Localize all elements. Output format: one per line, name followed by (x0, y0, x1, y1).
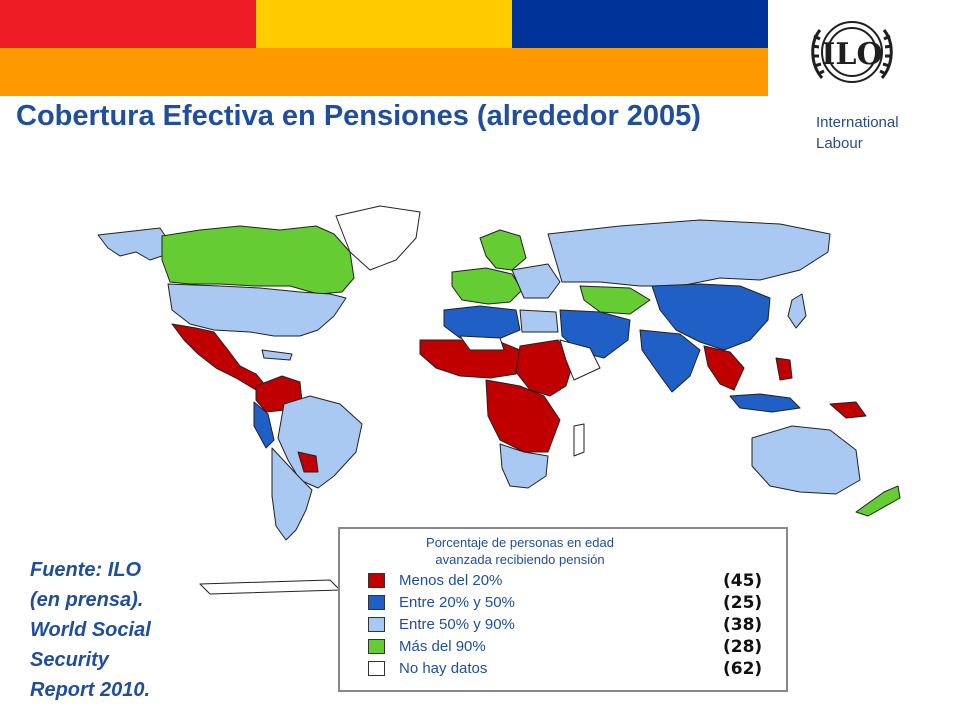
source-line1: Fuente: ILO (30, 559, 142, 581)
region-southeast-asia (703, 345, 745, 391)
region-antarctica (199, 579, 341, 595)
legend-label: Entre 50% y 90% (399, 616, 515, 633)
region-caribbean (261, 349, 293, 361)
region-greenland (335, 205, 421, 271)
ilo-logo-icon: ILO (811, 21, 893, 83)
legend-swatch (368, 573, 385, 588)
legend-item: Entre 20% y 50% (25) (368, 593, 778, 614)
legend-item: Entre 50% y 90% (38) (368, 615, 778, 636)
source-line3: World Social (30, 619, 151, 641)
legend-item: Menos del 20% (45) (368, 571, 778, 592)
legend-label: Más del 90% (399, 638, 486, 655)
legend-title-line2: avanzada recibiendo pensión (435, 552, 605, 567)
region-egypt (519, 309, 559, 333)
legend-swatch (368, 617, 385, 632)
region-canada (161, 225, 355, 295)
region-central-africa (485, 379, 561, 453)
header-band-orange (0, 48, 768, 96)
legend-title: Porcentaje de personas en edad avanzada … (420, 534, 620, 568)
legend-swatch (368, 661, 385, 676)
region-alaska (97, 227, 169, 261)
org-name-line2: Labour (816, 135, 863, 152)
region-australia (751, 425, 861, 495)
header-band-blue (512, 0, 768, 48)
region-western-europe (451, 267, 523, 305)
source-line4: Security (30, 649, 109, 671)
region-india (639, 329, 701, 393)
region-southern-africa (499, 443, 549, 489)
header-band-red (0, 0, 256, 48)
legend-swatch (368, 639, 385, 654)
region-china (651, 283, 771, 351)
legend-count: (38) (723, 615, 763, 635)
region-southern-cone (271, 447, 313, 541)
legend-label: Entre 20% y 50% (399, 594, 515, 611)
header-band-yellow (256, 0, 512, 48)
source-line5: Report 2010. (30, 679, 151, 701)
region-paraguay (297, 451, 319, 473)
region-japan (787, 293, 807, 329)
legend-count: (25) (723, 593, 763, 613)
legend-title-line1: Porcentaje de personas en edad (426, 535, 614, 550)
legend-item: Más del 90% (28) (368, 637, 778, 658)
region-central-asia (579, 285, 651, 315)
region-philippines (775, 357, 793, 381)
logo-text: ILO (821, 37, 882, 72)
region-scandinavia (479, 229, 527, 271)
legend-item: No hay datos (62) (368, 659, 778, 680)
region-mexico-central-america (171, 323, 267, 391)
region-brazil (277, 395, 363, 489)
source-note: Fuente: ILO (en prensa). World Social Se… (30, 555, 220, 705)
source-line2: (en prensa). (30, 589, 144, 611)
organization-name: International Labour (816, 112, 936, 154)
legend-label: Menos del 20% (399, 572, 503, 589)
world-map (97, 205, 901, 595)
legend-count: (62) (723, 659, 763, 679)
region-russia (547, 219, 831, 287)
region-sahel-nodata (459, 335, 505, 351)
region-andes-blue (253, 401, 275, 449)
region-north-africa-blue (443, 305, 521, 341)
legend-count: (45) (723, 571, 763, 591)
region-new-zealand (855, 485, 901, 517)
region-horn-nodata (559, 339, 601, 381)
org-name-line1: International (816, 114, 899, 131)
page-title: Cobertura Efectiva en Pensiones (alreded… (16, 100, 701, 132)
legend-swatch (368, 595, 385, 610)
region-indonesia (729, 393, 801, 413)
region-eastern-europe (511, 263, 561, 299)
region-madagascar (573, 423, 585, 457)
map-legend: Porcentaje de personas en edad avanzada … (338, 527, 788, 692)
region-png (829, 401, 867, 419)
region-usa (167, 283, 347, 337)
legend-label: No hay datos (399, 660, 488, 677)
legend-count: (28) (723, 637, 763, 657)
